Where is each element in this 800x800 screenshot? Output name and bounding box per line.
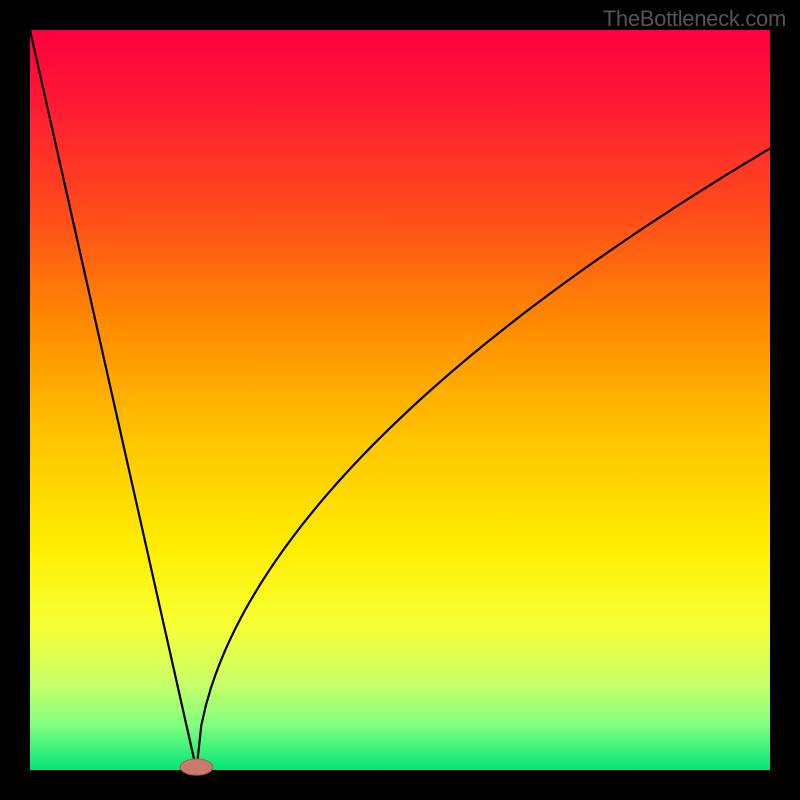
- plot-background: [30, 30, 770, 770]
- chart-container: TheBottleneck.com: [0, 0, 800, 800]
- optimal-point-marker: [180, 759, 213, 775]
- watermark-text: TheBottleneck.com: [603, 6, 786, 32]
- bottleneck-chart: [0, 0, 800, 800]
